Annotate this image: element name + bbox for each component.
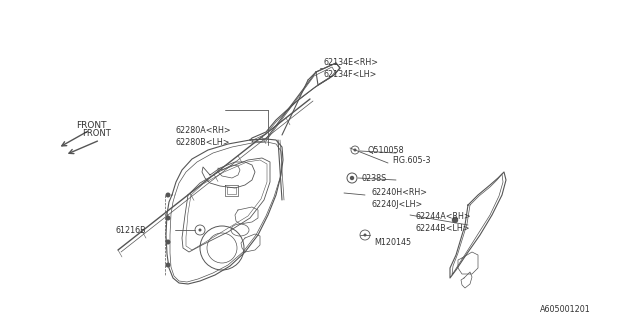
Circle shape — [166, 262, 170, 268]
Text: 0238S: 0238S — [362, 173, 387, 182]
Text: FIG.605-3: FIG.605-3 — [392, 156, 431, 164]
Circle shape — [166, 239, 170, 244]
Circle shape — [353, 148, 356, 151]
Circle shape — [452, 218, 458, 222]
Text: 62280A<RH>: 62280A<RH> — [176, 125, 232, 134]
Text: 62240J<LH>: 62240J<LH> — [372, 199, 423, 209]
Text: 61216B: 61216B — [115, 226, 146, 235]
Circle shape — [166, 215, 170, 220]
Text: 62244A<RH>: 62244A<RH> — [416, 212, 472, 220]
Circle shape — [351, 177, 353, 180]
Text: A605001201: A605001201 — [540, 306, 591, 315]
Text: Q510058: Q510058 — [368, 146, 404, 155]
Text: FRONT: FRONT — [76, 121, 106, 130]
Text: FRONT: FRONT — [82, 129, 111, 138]
Circle shape — [166, 193, 170, 197]
Text: M120145: M120145 — [374, 237, 411, 246]
Text: 62134E<RH>: 62134E<RH> — [323, 58, 378, 67]
Text: 62280B<LH>: 62280B<LH> — [176, 138, 230, 147]
Circle shape — [364, 234, 367, 236]
Text: 62240H<RH>: 62240H<RH> — [372, 188, 428, 196]
Circle shape — [198, 228, 202, 231]
Text: 62244B<LH>: 62244B<LH> — [416, 223, 470, 233]
Text: 62134F<LH>: 62134F<LH> — [323, 69, 376, 78]
